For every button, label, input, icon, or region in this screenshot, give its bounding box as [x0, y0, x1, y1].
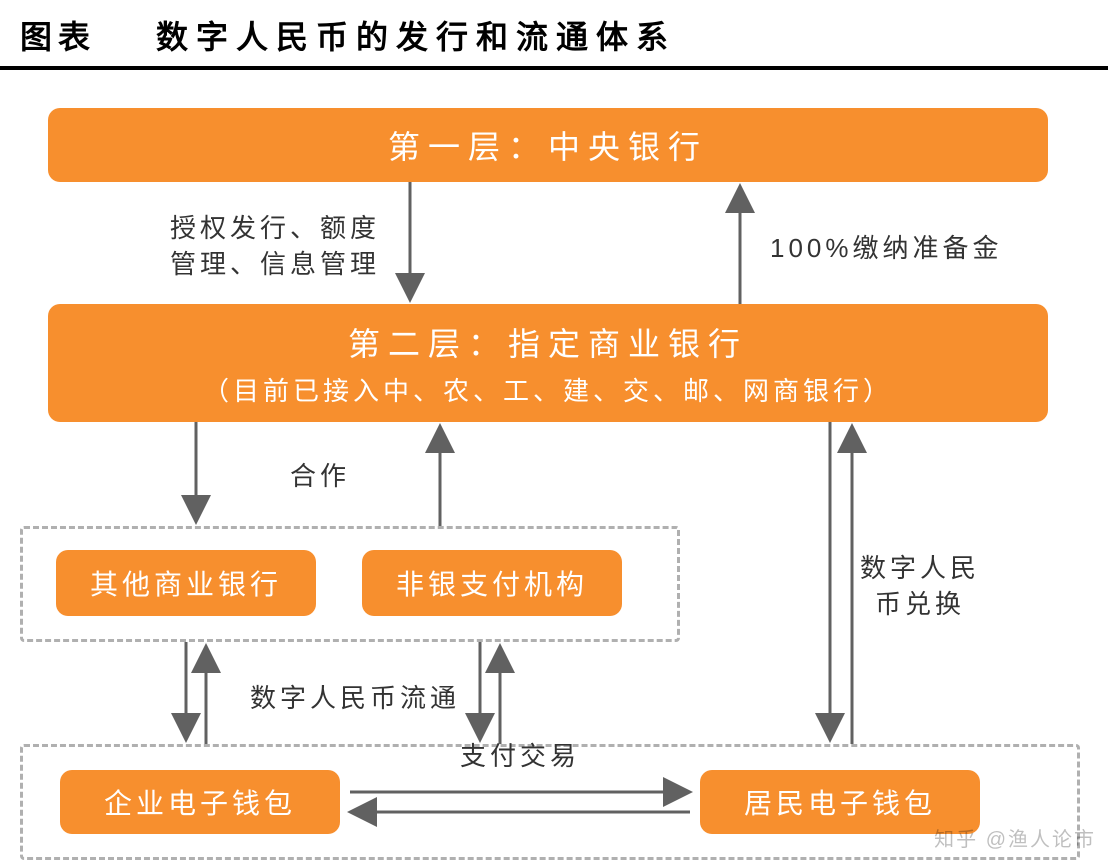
tier1-node: 第一层：中央银行 [48, 108, 1048, 182]
watermark: 知乎 @渔人论市 [934, 823, 1096, 852]
tier2-line1: 第二层：指定商业银行 [348, 319, 748, 365]
exchange-label: 数字人民 币兑换 [860, 550, 980, 623]
nonbank-pay-text: 非银支付机构 [396, 563, 588, 603]
coop-label: 合作 [290, 458, 350, 494]
tier2-line2: （目前已接入中、农、工、建、交、邮、网商银行） [203, 371, 893, 408]
header-title: 数字人民币的发行和流通体系 [156, 12, 676, 58]
resident-wallet-text: 居民电子钱包 [744, 782, 936, 822]
tier2-node: 第二层：指定商业银行 （目前已接入中、农、工、建、交、邮、网商银行） [48, 304, 1048, 422]
other-bank-text: 其他商业银行 [90, 563, 282, 603]
tier1-text: 第一层：中央银行 [388, 122, 708, 168]
auth-issue-label: 授权发行、额度 管理、信息管理 [170, 210, 380, 283]
circulation-label: 数字人民币流通 [250, 680, 460, 716]
pay-tx-label: 支付交易 [460, 738, 580, 774]
header: 图表 数字人民币的发行和流通体系 [0, 0, 1108, 70]
diagram-canvas: 第一层：中央银行 第二层：指定商业银行 （目前已接入中、农、工、建、交、邮、网商… [0, 70, 1108, 860]
corp-wallet-node: 企业电子钱包 [60, 770, 340, 834]
reserve-label: 100%缴纳准备金 [770, 230, 1003, 266]
header-label: 图表 [20, 12, 96, 58]
corp-wallet-text: 企业电子钱包 [104, 782, 296, 822]
other-bank-node: 其他商业银行 [56, 550, 316, 616]
nonbank-pay-node: 非银支付机构 [362, 550, 622, 616]
